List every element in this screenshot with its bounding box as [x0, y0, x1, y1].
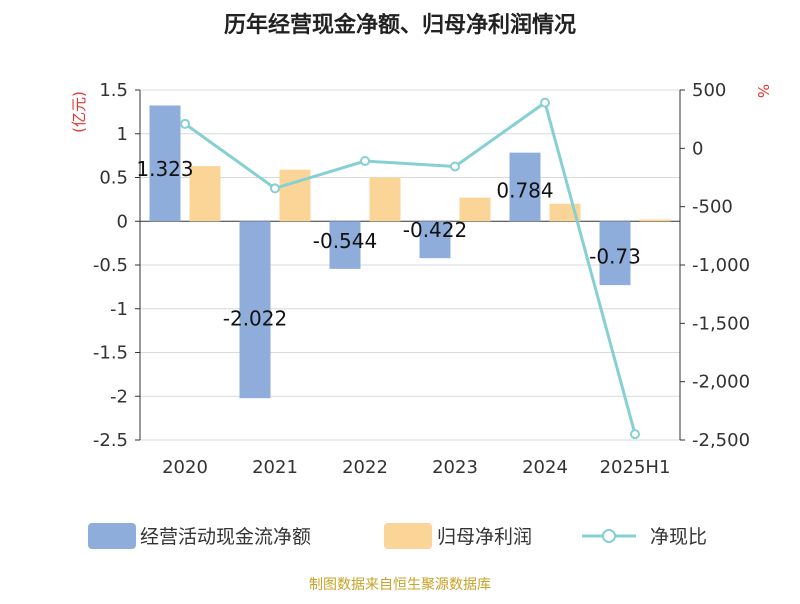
cashflow-bar	[599, 221, 631, 286]
cashflow-data-label: -0.73	[589, 244, 641, 268]
grid-layer	[140, 89, 680, 441]
left-tick-label: -2	[110, 386, 128, 407]
cashflow-data-label: 0.784	[496, 178, 553, 202]
left-tick-label: -0.5	[93, 255, 128, 276]
bar-layer	[149, 105, 671, 399]
net-profit-bar	[189, 166, 221, 222]
cashflow-data-label: -2.022	[223, 307, 287, 331]
legend: 经营活动现金流净额 归母净利润 净现比	[88, 523, 707, 549]
cashflow-data-label: 1.323	[136, 157, 193, 181]
cashflow-bar	[149, 105, 181, 222]
net-cash-ratio-point	[360, 156, 370, 167]
legend-swatch-cashflow	[88, 523, 136, 549]
x-tick-label: 2025H1	[600, 457, 671, 478]
chart-title: 历年经营现金净额、归母净利润情况	[224, 12, 576, 38]
x-tick-label: 2024	[522, 457, 568, 478]
left-tick-label: 1	[117, 124, 128, 145]
right-tick-label: -500	[692, 197, 733, 218]
legend-label: 经营活动现金流净额	[140, 526, 311, 548]
net-profit-bar	[369, 177, 401, 222]
left-tick-label: 0	[117, 211, 128, 232]
cashflow-data-label: -0.544	[313, 229, 377, 253]
net-cash-ratio-line	[184, 101, 637, 435]
right-tick-label: 0	[692, 138, 703, 159]
source-note: 制图数据来自恒生聚源数据库	[309, 577, 491, 593]
legend-label: 归母净利润	[437, 526, 532, 548]
axis-layer: 1.5 1 0.5 0 -0.5 -1 -1.5 -2 -2.5 500 0 -500 -1,000 -1…	[93, 80, 750, 478]
left-tick-label: -1.5	[93, 343, 128, 364]
right-tick-label: -2,000	[692, 372, 750, 393]
line-layer	[180, 97, 640, 440]
net-cash-ratio-point	[450, 161, 460, 172]
x-tick-label: 2020	[162, 457, 208, 478]
x-tick-label: 2021	[252, 457, 298, 478]
left-tick-label: -2.5	[93, 430, 128, 451]
cashflow-bar	[509, 152, 541, 222]
left-axis-unit-label: (亿元)	[70, 91, 88, 133]
right-axis-unit-label: %	[754, 84, 772, 98]
cashflow-bar	[419, 221, 451, 259]
left-tick-label: 0.5	[99, 168, 128, 189]
net-cash-ratio-point	[270, 183, 280, 194]
right-tick-label: -2,500	[692, 430, 750, 451]
x-tick-label: 2022	[342, 457, 388, 478]
cashflow-data-label: -0.422	[403, 218, 467, 242]
net-cash-ratio-point	[540, 97, 550, 108]
cashflow-bar	[239, 221, 271, 399]
right-tick-label: -1,500	[692, 313, 750, 334]
legend-label: 净现比	[650, 526, 707, 548]
left-tick-label: -1	[110, 299, 128, 320]
net-cash-ratio-point	[180, 118, 190, 129]
legend-swatch-ratio-point	[602, 529, 616, 543]
x-tick-label: 2023	[432, 457, 478, 478]
net-profit-bar	[279, 169, 311, 222]
left-tick-label: 1.5	[99, 80, 128, 101]
net-profit-bar	[639, 219, 671, 222]
right-tick-label: 500	[692, 80, 726, 101]
right-tick-label: -1,000	[692, 255, 750, 276]
label-layer: 1.323 -2.022 -0.544 -0.422 0.784 -0.73	[136, 157, 641, 330]
legend-swatch-net-profit	[384, 523, 432, 549]
net-cash-ratio-point	[630, 429, 640, 440]
cashflow-bar	[329, 221, 361, 269]
net-profit-bar	[459, 197, 491, 222]
